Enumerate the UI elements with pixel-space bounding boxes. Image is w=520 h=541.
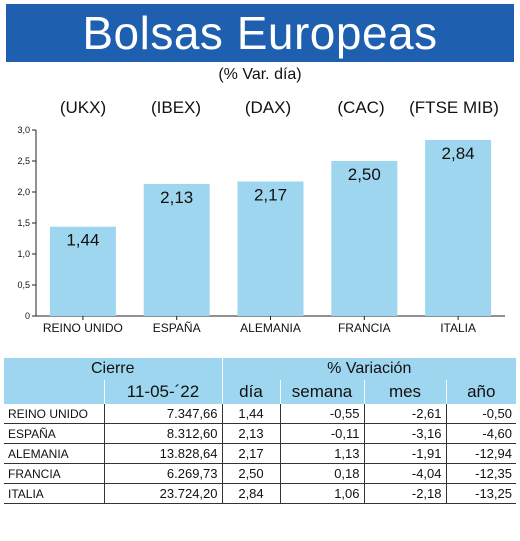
index-code: (DAX) (244, 98, 292, 117)
bar (143, 183, 210, 316)
row-name: ESPAÑA (4, 423, 104, 444)
index-code: (CAC) (337, 98, 385, 117)
table-row: REINO UNIDO 7.347,66 1,44 -0,55 -2,61 -0… (4, 404, 516, 424)
row-cierre: 7.347,66 (103, 404, 222, 424)
row-name: ITALIA (4, 483, 104, 504)
header-date: 11-05-´22 (103, 380, 222, 404)
header-variacion: % Variación (221, 358, 516, 380)
category-label: REINO UNIDO (43, 321, 123, 335)
row-semana: 1,06 (279, 483, 364, 504)
chart-subtitle: (% Var. día) (218, 66, 302, 83)
category-label: ITALIA (440, 321, 476, 335)
index-code: (FTSE MIB) (409, 98, 499, 117)
index-code: (IBEX) (150, 98, 202, 117)
row-semana: -0,11 (279, 423, 364, 444)
y-tick-label: 0 (25, 311, 30, 321)
header-cierre: Cierre (4, 358, 222, 380)
header-col-ano: año (445, 380, 516, 404)
category-label: ESPAÑA (153, 321, 201, 335)
y-tick-label: 3,0 (17, 125, 30, 135)
page-title: Bolsas Europeas (82, 7, 438, 59)
row-mes: -2,61 (363, 404, 446, 424)
row-ano: -13,25 (445, 483, 516, 504)
y-tick-label: 1,5 (17, 218, 30, 228)
row-dia: 2,50 (221, 463, 280, 484)
row-ano: -12,35 (445, 463, 516, 484)
category-label: ALEMANIA (240, 321, 301, 335)
category-label: FRANCIA (338, 321, 391, 335)
row-name: ALEMANIA (4, 443, 104, 464)
row-cierre: 13.828,64 (103, 443, 222, 464)
data-table: Cierre % Variación 11-05-´22 día semana … (4, 358, 516, 504)
row-mes: -1,91 (363, 443, 446, 464)
row-dia: 2,84 (221, 483, 280, 504)
row-ano: -0,50 (445, 404, 516, 424)
bar (331, 161, 398, 316)
row-name: REINO UNIDO (4, 404, 104, 424)
table-row: ALEMANIA 13.828,64 2,17 1,13 -1,91 -12,9… (4, 443, 516, 464)
header-col-mes: mes (363, 380, 446, 404)
bar-value-label: 1,44 (66, 231, 99, 250)
bar-value-label: 2,50 (348, 165, 381, 184)
bar (425, 139, 492, 316)
row-ano: -12,94 (445, 443, 516, 464)
bar (237, 181, 304, 316)
row-cierre: 23.724,20 (103, 483, 222, 504)
y-tick-label: 1,0 (17, 249, 30, 259)
row-mes: -4,04 (363, 463, 446, 484)
row-cierre: 6.269,73 (103, 463, 222, 484)
row-semana: 1,13 (279, 443, 364, 464)
y-tick-label: 2,5 (17, 156, 30, 166)
y-tick-label: 0,5 (17, 280, 30, 290)
row-mes: -3,16 (363, 423, 446, 444)
bar-chart: 0 0,5 1,0 1,5 2,0 2,5 3,0 REINO UNIDO 1,44 ESPAÑA… (17, 125, 505, 335)
row-ano: -4,60 (445, 423, 516, 444)
header-col-dia: día (221, 380, 280, 404)
index-code-row: (UKX) (IBEX) (DAX) (CAC) (FTSE MIB) (0, 98, 520, 118)
bar-value-label: 2,13 (160, 188, 193, 207)
bar (49, 226, 116, 316)
data-table-container: Cierre % Variación 11-05-´22 día semana … (4, 358, 516, 504)
bar-value-label: 2,84 (442, 144, 475, 163)
row-mes: -2,18 (363, 483, 446, 504)
header-col-semana: semana (279, 380, 364, 404)
row-name: FRANCIA (4, 463, 104, 484)
bar-value-label: 2,17 (254, 185, 287, 204)
header-blank (4, 380, 104, 404)
index-code: (UKX) (59, 98, 107, 117)
table-row: ESPAÑA 8.312,60 2,13 -0,11 -3,16 -4,60 (4, 423, 516, 444)
row-dia: 2,13 (221, 423, 280, 444)
table-row: FRANCIA 6.269,73 2,50 0,18 -4,04 -12,35 (4, 463, 516, 484)
row-semana: -0,55 (279, 404, 364, 424)
title-banner: Bolsas Europeas (6, 4, 514, 62)
row-dia: 2,17 (221, 443, 280, 464)
table-row: ITALIA 23.724,20 2,84 1,06 -2,18 -13,25 (4, 483, 516, 504)
row-semana: 0,18 (279, 463, 364, 484)
y-tick-label: 2,0 (17, 187, 30, 197)
row-dia: 1,44 (221, 404, 280, 424)
row-cierre: 8.312,60 (103, 423, 222, 444)
